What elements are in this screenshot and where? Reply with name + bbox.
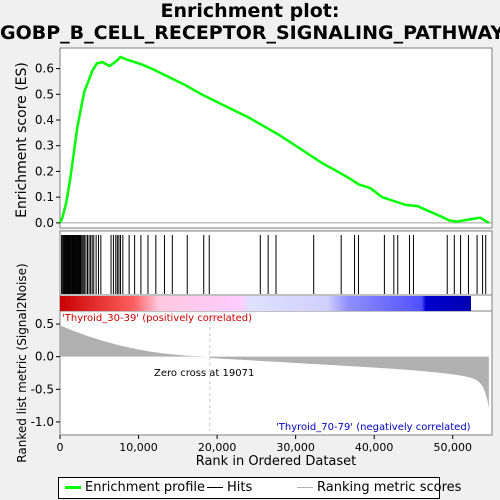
metric-y-tick-label: -0.5 bbox=[31, 382, 54, 396]
enrichment-profile-swatch bbox=[65, 486, 81, 489]
zero-cross-label: Zero cross at 19071 bbox=[154, 368, 254, 379]
metric-panel bbox=[59, 310, 493, 436]
plot-title-line-2: GOBP_B_CELL_RECEPTOR_SIGNALING_PATHWAY bbox=[0, 22, 500, 44]
x-tick-label: 0 bbox=[57, 441, 64, 454]
ranking-metric-swatch bbox=[297, 487, 313, 488]
hits-layer bbox=[61, 235, 487, 294]
legend-item-hits: Hits bbox=[207, 480, 252, 495]
legend-label-enrichment-profile: Enrichment profile bbox=[85, 480, 205, 495]
es-y-tick-label: 0.5 bbox=[35, 87, 54, 101]
es-layer bbox=[58, 55, 492, 224]
legend-item-enrichment-profile: Enrichment profile bbox=[65, 480, 205, 495]
x-tick-label: 40,000 bbox=[355, 441, 394, 454]
x-tick-label: 50,000 bbox=[433, 441, 472, 454]
legend-label-ranking-metric: Ranking metric scores bbox=[317, 480, 462, 495]
x-tick-label: 10,000 bbox=[119, 441, 158, 454]
positive-correlation-label: 'Thyroid_30-39' (positively correlated) bbox=[62, 313, 252, 324]
es-y-tick-label: 0.1 bbox=[35, 190, 54, 204]
negative-correlation-label: 'Thyroid_70-79' (negatively correlated) bbox=[276, 422, 471, 433]
x-tick-label: 20,000 bbox=[198, 441, 237, 454]
enrichment-profile-line bbox=[58, 55, 490, 224]
hits-swatch bbox=[207, 487, 223, 488]
es-y-tick-label: 0.2 bbox=[35, 164, 54, 178]
es-axis-label: Enrichment score (ES) bbox=[14, 62, 30, 218]
es-panel bbox=[59, 47, 493, 229]
es-y-tick-label: 0.4 bbox=[35, 113, 54, 127]
es-y-tick-label: 0.6 bbox=[35, 62, 54, 76]
legend: Enrichment profile Hits Ranking metric s… bbox=[58, 477, 461, 499]
metric-y-tick-label: 0.5 bbox=[35, 317, 54, 331]
metric-layer bbox=[60, 315, 489, 431]
legend-item-ranking-metric: Ranking metric scores bbox=[297, 480, 461, 495]
es-y-tick-label: 0.0 bbox=[35, 216, 54, 230]
metric-y-tick-label: -1.0 bbox=[31, 415, 54, 429]
plot-title-line-1: Enrichment plot: bbox=[160, 0, 340, 22]
legend-label-hits: Hits bbox=[227, 480, 253, 495]
es-y-tick-label: 0.3 bbox=[35, 139, 54, 153]
x-tick-label: 30,000 bbox=[276, 441, 315, 454]
x-axis-label: Rank in Ordered Dataset bbox=[196, 454, 357, 469]
ranking-metric-area bbox=[60, 325, 489, 408]
axes-layer: 0.0 0.1 0.2 0.3 0.4 0.5 0.6 0.5 0.0 -0.5 -1.00 10,0… bbox=[31, 62, 472, 454]
rank-gradient-bar bbox=[60, 296, 471, 311]
metric-axis-label: Ranked list metric (Signal2Noise) bbox=[15, 263, 29, 462]
metric-y-tick-label: 0.0 bbox=[35, 350, 54, 364]
